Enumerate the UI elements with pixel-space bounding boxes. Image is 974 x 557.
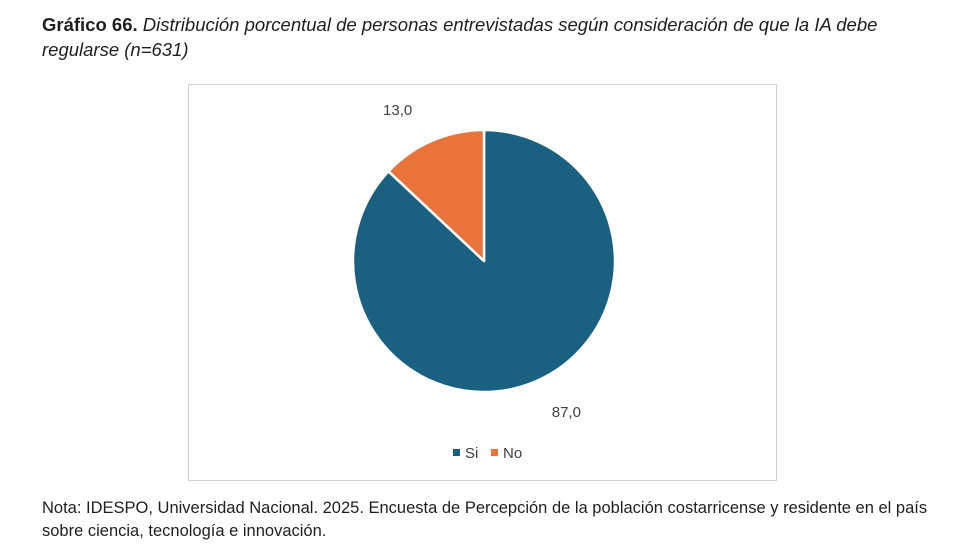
legend-swatch-no: [491, 449, 498, 456]
chart-number-label: Gráfico 66.: [42, 14, 138, 35]
legend-label-no: No: [503, 445, 522, 462]
pie-chart: 87,0 13,0 Si No: [351, 102, 617, 462]
chart-heading: Gráfico 66. Distribución porcentual de p…: [42, 12, 942, 62]
data-label-si: 87,0: [552, 404, 581, 421]
chart-area: 87,0 13,0 Si No: [188, 84, 777, 481]
pie-slice-no: [387, 128, 486, 263]
chart-title: Distribución porcentual de personas entr…: [42, 14, 878, 60]
data-label-no: 13,0: [383, 102, 412, 119]
legend-label-si: Si: [465, 445, 478, 462]
source-note: Nota: IDESPO, Universidad Nacional. 2025…: [42, 499, 928, 540]
legend-swatch-si: [453, 449, 460, 456]
